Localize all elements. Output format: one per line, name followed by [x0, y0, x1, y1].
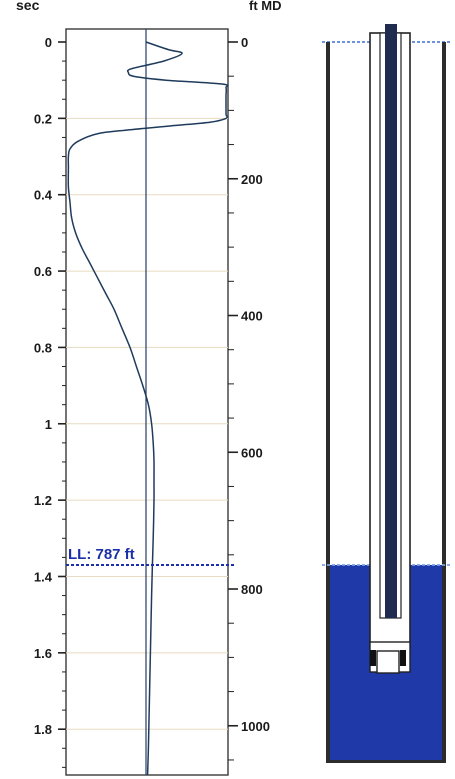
- time-tick-label: 0.8: [34, 340, 52, 355]
- liquid-level-label: LL: 787 ft: [68, 546, 135, 563]
- depth-tick-label: 1000: [241, 719, 270, 734]
- pump-seat-left: [370, 650, 376, 666]
- depth-tick-label: 600: [241, 445, 263, 460]
- right-depth-axis: 0 200 400 600 800 1000: [228, 35, 270, 761]
- casing-wall-left: [326, 42, 330, 762]
- grid-lines: [66, 117, 228, 730]
- pump-seat-right: [400, 650, 406, 666]
- rod-string: [385, 24, 397, 618]
- echo-trace-line: [67, 41, 229, 776]
- time-tick-label: 1.4: [34, 569, 53, 584]
- right-axis-unit: ft MD: [249, 0, 282, 13]
- left-axis-unit: sec: [16, 0, 40, 13]
- casing-wall-right: [442, 42, 446, 762]
- depth-tick-label: 0: [241, 35, 248, 50]
- wellbore-schematic: [322, 24, 452, 763]
- time-tick-label: 1.8: [34, 722, 52, 737]
- casing-bottom: [326, 760, 446, 763]
- echo-trace-panel: 0 0.2 0.4 0.6 0.8 1 1.2 1.4 1.6 1.8 0 200 400 600 800…: [34, 28, 270, 776]
- time-tick-label: 1.2: [34, 493, 52, 508]
- time-tick-label: 0: [45, 35, 52, 50]
- time-tick-label: 0.2: [34, 111, 52, 126]
- pump-plunger: [376, 650, 400, 674]
- time-tick-label: 0.4: [34, 188, 53, 203]
- time-tick-label: 1: [45, 417, 52, 432]
- left-time-axis: 0 0.2 0.4 0.6 0.8 1 1.2 1.4 1.6 1.8: [34, 35, 66, 768]
- time-tick-label: 1.6: [34, 646, 52, 661]
- depth-tick-label: 400: [241, 309, 263, 324]
- time-tick-label: 0.6: [34, 264, 52, 279]
- depth-tick-label: 200: [241, 172, 263, 187]
- depth-tick-label: 800: [241, 582, 263, 597]
